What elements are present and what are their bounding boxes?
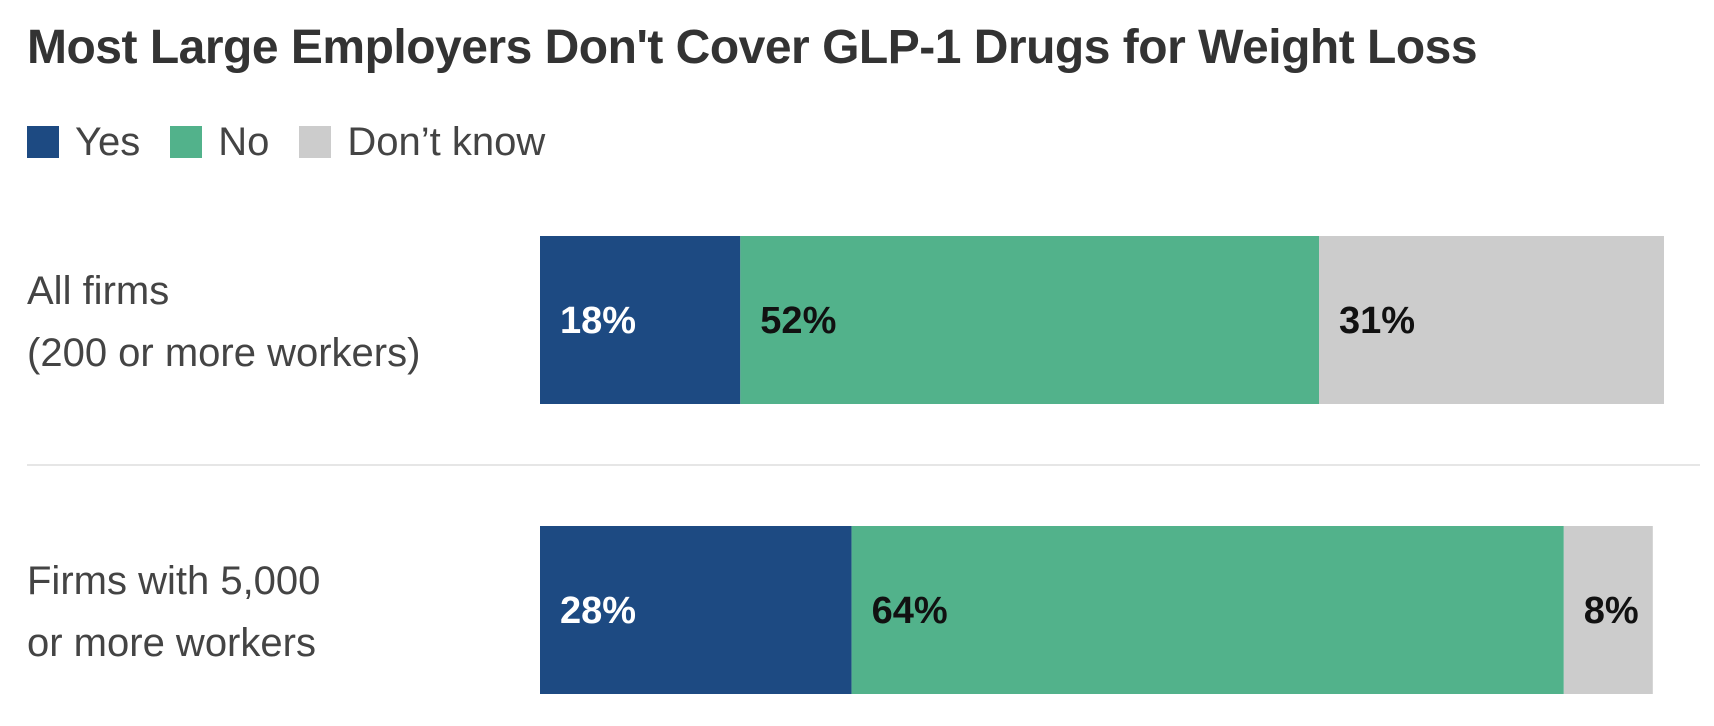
legend-item-dont-know: Don’t know [299, 118, 545, 166]
category-label-line: or more workers [27, 621, 316, 665]
category-label-line: (200 or more workers) [27, 331, 420, 375]
legend-label-no: No [218, 120, 270, 164]
chart-title: Most Large Employers Don't Cover GLP-1 D… [27, 21, 1478, 74]
category-label-1: Firms with 5,000 or more workers [27, 559, 320, 665]
category-label-line: Firms with 5,000 [27, 559, 320, 603]
category-label-0: All firms (200 or more workers) [27, 269, 420, 375]
data-label-yes-row-1: 28% [560, 590, 636, 632]
data-label-no-row-0: 52% [760, 300, 836, 342]
data-label-don-t-know-row-0: 31% [1339, 300, 1415, 342]
category-label-line: All firms [27, 269, 169, 313]
legend-item-no: No [170, 118, 269, 166]
data-label-yes-row-0: 18% [560, 300, 636, 342]
bar-segment-yes-row-1 [540, 526, 852, 694]
legend-label-dont-know: Don’t know [347, 120, 546, 164]
bar-segment-no-row-1 [851, 526, 1564, 694]
bar-segment-no-row-0 [740, 236, 1319, 404]
legend-item-yes: Yes [27, 118, 140, 166]
legend-swatch-yes [27, 126, 59, 158]
bar-segment-don-t-know-row-1 [1563, 526, 1653, 694]
bar-segment-yes-row-0 [540, 236, 741, 404]
legend: Yes No Don’t know [27, 118, 575, 166]
legend-swatch-dont-know [299, 126, 332, 158]
bar-segment-don-t-know-row-0 [1319, 236, 1664, 404]
legend-label-yes: Yes [75, 120, 141, 164]
legend-swatch-no [170, 126, 203, 158]
data-label-no-row-1: 64% [872, 590, 948, 632]
data-label-don-t-know-row-1: 8% [1584, 590, 1639, 632]
